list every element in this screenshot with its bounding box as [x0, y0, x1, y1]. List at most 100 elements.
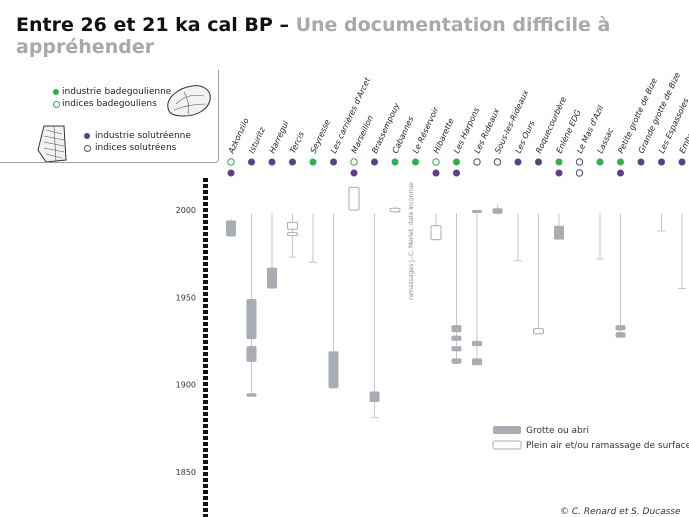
page-title: Entre 26 et 21 ka cal BP – Une documenta… [16, 14, 656, 58]
axis-dash [203, 376, 208, 380]
lithic-drawings [37, 85, 211, 162]
title-main: Entre 26 et 21 ka cal BP – [16, 14, 289, 36]
axis-dash [203, 418, 208, 422]
axis-dash [203, 262, 208, 266]
copyright-note: © C. Renard et S. Ducasse [560, 507, 681, 517]
date-bars [226, 186, 626, 402]
site-label-seyresse: Seyresse [309, 118, 332, 155]
chart-legend: Grotte ou abri Plein air et/ou ramassage… [492, 426, 689, 451]
legend-marker-badegoulien-filled [53, 89, 59, 95]
solutreen-point-drawing [37, 125, 67, 162]
axis-dash [203, 502, 208, 506]
axis-dash [203, 514, 208, 517]
axis-dash [203, 448, 208, 452]
legend-label-solutreen-indices: indices solutréens [95, 143, 177, 153]
site-marker-top [371, 158, 378, 166]
site-marker-top [268, 158, 276, 166]
axis-dash [203, 430, 208, 434]
date-bar-grotte [369, 391, 380, 402]
site-marker-top [330, 158, 337, 166]
site-marker-top [289, 158, 296, 166]
site-label-harregui: Harregui [268, 119, 291, 155]
culture-markers [227, 158, 686, 177]
axis-dash [203, 184, 208, 188]
axis-dash [203, 352, 208, 356]
site-marker-top [473, 158, 481, 166]
axis-dash [203, 238, 208, 242]
axis-dash [203, 190, 208, 194]
site-marker-top [658, 158, 665, 166]
axis-dash [203, 454, 208, 458]
site-marker-bottom [617, 169, 624, 177]
axis-dash [203, 286, 208, 290]
site-marker-top [453, 158, 460, 166]
axis-dash [203, 388, 208, 392]
axis-dash [203, 292, 208, 296]
axis-dash [203, 508, 208, 512]
site-label-isturitz: Isturitz [247, 125, 267, 155]
date-bar-grotte [328, 351, 339, 388]
site-label-les-ours: Les Ours [514, 119, 537, 154]
axis-dash [203, 370, 208, 374]
site-marker-bottom [350, 169, 358, 177]
legend-label-badegoulien: industrie badegoulienne [62, 87, 172, 97]
date-bar-grotte [615, 332, 626, 338]
date-bar-grotte [451, 346, 462, 352]
date-bar-grotte [472, 210, 482, 213]
axis-dash [203, 394, 208, 398]
axis-dash [203, 424, 208, 428]
reservoir-note: ramassages J.-C. Merlet, date inconnue [408, 182, 415, 300]
legend-label-badegoulien-indices: indices badegouliens [62, 99, 157, 109]
axis-dash [203, 208, 208, 212]
axis-tick-label: 1950 [176, 293, 196, 302]
legend-label-plein-air: Plein air et/ou ramassage de surface [526, 441, 689, 451]
axis-dash [203, 460, 208, 464]
legend-marker-solutreen-open [84, 145, 91, 152]
site-marker-top [248, 158, 255, 166]
site-marker-bottom [555, 169, 563, 177]
date-bar-grotte [451, 358, 462, 364]
site-marker-bottom [575, 169, 584, 177]
axis-tick-label: 1900 [176, 381, 196, 390]
date-bar-plein-air [430, 225, 442, 241]
axis-dash [203, 298, 208, 302]
date-bar-grotte [246, 393, 257, 397]
date-bar-grotte [451, 335, 462, 341]
badegoulien-tool-drawing [167, 85, 211, 117]
axis-dash [203, 400, 208, 404]
legend-swatch-plein-air [492, 440, 522, 450]
date-bar-grotte [554, 225, 564, 240]
site-marker-top [309, 158, 317, 166]
axis-dash [203, 316, 208, 320]
date-bar-grotte [472, 358, 482, 366]
site-marker-bottom [227, 169, 235, 177]
site-marker-bottom [432, 169, 440, 177]
site-marker-top [227, 158, 235, 166]
axis-dash [203, 496, 208, 500]
date-bar-plein-air [287, 221, 298, 230]
axis-dash [203, 340, 208, 344]
axis-dash [203, 466, 208, 470]
site-label-embulla: Embulla [678, 122, 689, 155]
axis-dash [203, 268, 208, 272]
axis-dash [203, 310, 208, 314]
date-bar-grotte [492, 208, 503, 214]
axis-dash [203, 214, 208, 218]
date-bar-grotte [267, 267, 277, 289]
date-bar-grotte [451, 325, 462, 333]
axis-dash [203, 226, 208, 230]
axis-dash [203, 334, 208, 338]
axis-dash [203, 274, 208, 278]
site-marker-top [514, 158, 522, 166]
axis-dash [203, 490, 208, 494]
axis-dash [203, 304, 208, 308]
site-marker-top [432, 158, 440, 166]
axis-tick-label: 1850 [176, 468, 196, 477]
site-marker-top [391, 158, 399, 166]
date-bar-plein-air [348, 186, 360, 211]
site-marker-bottom [453, 169, 460, 177]
axis-group: 2000 1950 1900 1850 [176, 178, 208, 517]
site-marker-top [535, 158, 542, 166]
legend-label-grotte: Grotte ou abri [526, 426, 589, 436]
